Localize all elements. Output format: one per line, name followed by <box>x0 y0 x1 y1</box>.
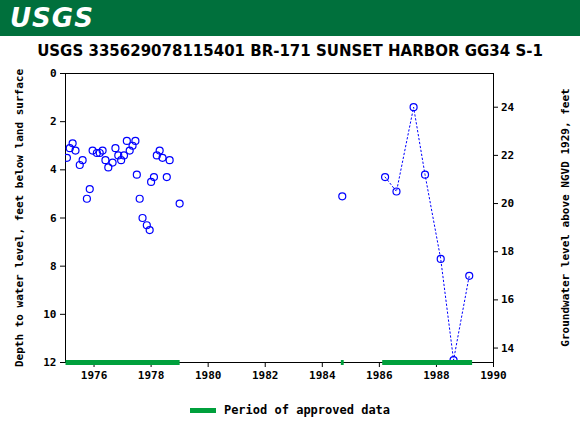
svg-text:10: 10 <box>43 308 56 321</box>
html-text:USGS 335629078115401 BR-171 SU: USGS 335629078115401 BR-171 SUNSET HARBO… <box>37 42 543 60</box>
svg-text:16: 16 <box>501 293 515 306</box>
svg-text:1986: 1986 <box>366 369 393 382</box>
html-text:Period of approved data: Period of approved data <box>223 403 391 417</box>
svg-text:1984: 1984 <box>309 369 336 382</box>
svg-text:8: 8 <box>50 260 57 273</box>
svg-text:6: 6 <box>50 212 57 225</box>
svg-text:1980: 1980 <box>195 369 222 382</box>
svg-text:1990: 1990 <box>480 369 507 382</box>
svg-text:0: 0 <box>50 67 57 80</box>
svg-text:1988: 1988 <box>423 369 450 382</box>
svg-text:1978: 1978 <box>138 369 165 382</box>
svg-text:12: 12 <box>43 356 56 369</box>
svg-text:1976: 1976 <box>81 369 108 382</box>
svg-text:Groundwater level above NGVD 1: Groundwater level above NGVD 1929, feet <box>559 88 572 346</box>
html-text:USGS: USGS <box>10 3 94 33</box>
svg-text:14: 14 <box>501 342 515 355</box>
svg-text:4: 4 <box>50 163 57 176</box>
svg-text:24: 24 <box>501 101 515 114</box>
svg-text:20: 20 <box>501 197 514 210</box>
svg-text:22: 22 <box>501 149 514 162</box>
svg-text:Depth to water level, feet bel: Depth to water level, feet below land su… <box>13 69 26 367</box>
svg-text:2: 2 <box>50 115 57 128</box>
svg-text:18: 18 <box>501 245 514 258</box>
svg-text:1982: 1982 <box>252 369 279 382</box>
